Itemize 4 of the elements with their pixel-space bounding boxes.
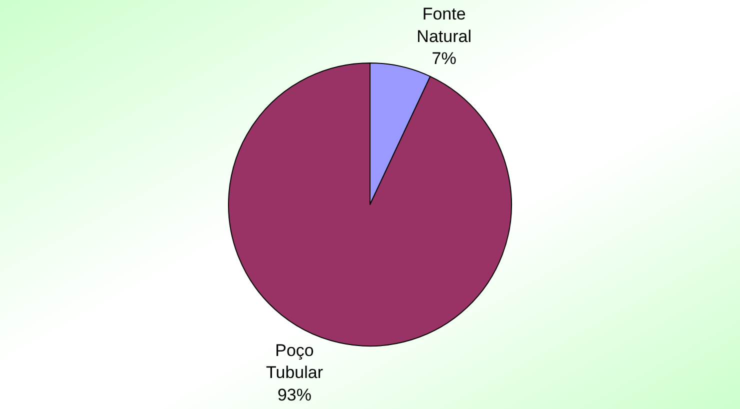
data-label: 7% bbox=[432, 48, 456, 68]
data-label: 93% bbox=[277, 385, 312, 404]
slice-label: Fonte Natural bbox=[416, 4, 472, 46]
slice-label: Poço Tubular bbox=[266, 341, 324, 382]
